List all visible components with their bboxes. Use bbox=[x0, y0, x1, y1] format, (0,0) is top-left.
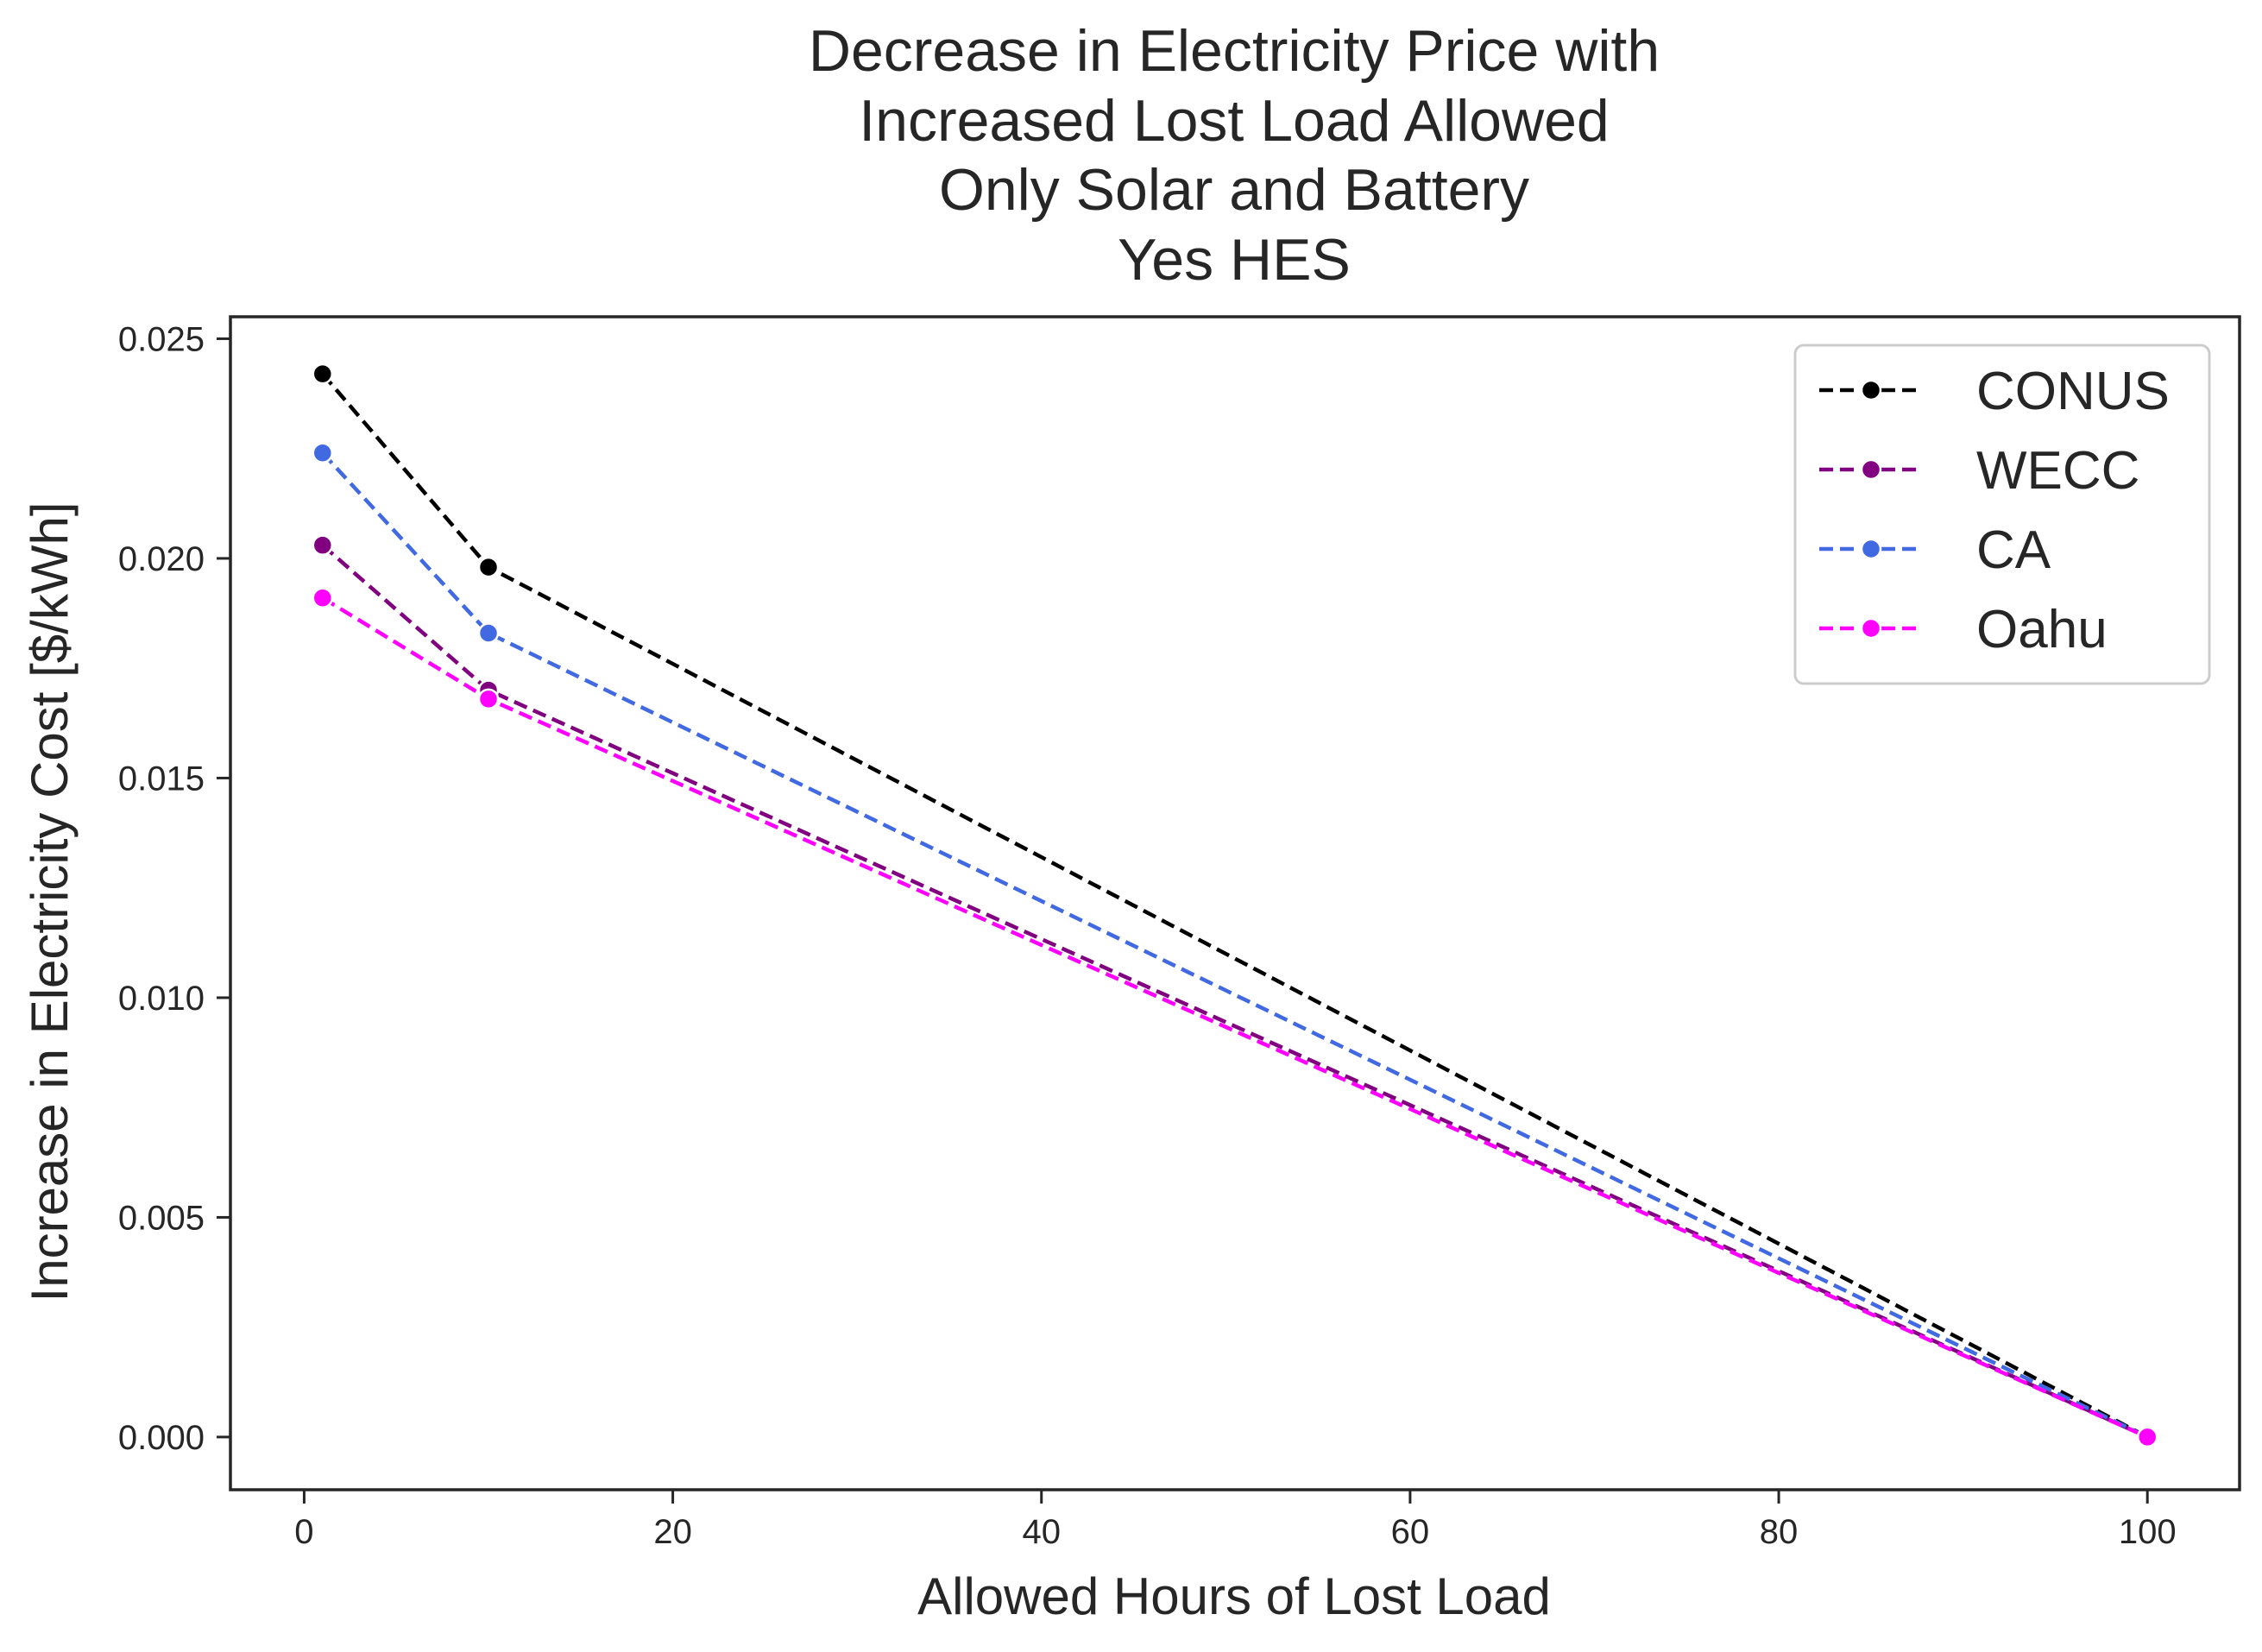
chart-title-line-4: Yes HES bbox=[1118, 227, 1351, 293]
y-axis-ticks: 0.000 0.005 0.010 0.015 0.020 0.025 bbox=[118, 320, 230, 1457]
legend-label-oahu: Oahu bbox=[1976, 600, 2108, 659]
legend: CONUS WECC CA Oahu bbox=[1793, 344, 2211, 685]
chart-title-line-3: Only Solar and Battery bbox=[939, 157, 1529, 223]
legend-label-ca: CA bbox=[1976, 520, 2051, 580]
x-tick-label: 0 bbox=[294, 1513, 313, 1551]
y-tick-label: 0.020 bbox=[118, 540, 205, 578]
x-tick-label: 40 bbox=[1022, 1513, 1061, 1551]
data-point-oahu bbox=[2136, 1426, 2158, 1448]
x-axis-ticks: 0 20 40 60 80 100 bbox=[294, 1490, 2177, 1551]
x-axis-label: Allowed Hours of Lost Load bbox=[917, 1567, 1551, 1625]
data-point-conus bbox=[477, 556, 500, 578]
y-tick-label: 0.015 bbox=[118, 760, 205, 798]
legend-marker-conus bbox=[1860, 379, 1882, 401]
legend-label-wecc: WECC bbox=[1976, 441, 2139, 501]
data-point-conus bbox=[312, 363, 334, 385]
legend-box bbox=[1793, 344, 2211, 685]
y-tick-label: 0.010 bbox=[118, 980, 205, 1018]
data-point-wecc bbox=[312, 534, 334, 556]
series-points bbox=[312, 363, 2158, 1448]
legend-marker-wecc bbox=[1860, 458, 1882, 481]
y-tick-label: 0.005 bbox=[118, 1199, 205, 1237]
chart-title-line-2: Increased Lost Load Allowed bbox=[859, 88, 1610, 154]
x-tick-label: 20 bbox=[653, 1513, 692, 1551]
x-tick-label: 100 bbox=[2119, 1513, 2177, 1551]
legend-marker-ca bbox=[1860, 538, 1882, 560]
data-point-ca bbox=[477, 622, 500, 644]
legend-label-conus: CONUS bbox=[1976, 362, 2170, 421]
legend-marker-oahu bbox=[1860, 617, 1882, 640]
y-axis-label: Increase in Electricity Cost [$/kWh] bbox=[21, 502, 79, 1302]
y-tick-label: 0.000 bbox=[118, 1419, 205, 1457]
data-point-ca bbox=[312, 442, 334, 464]
chart-title: Decrease in Electricity Price with Incre… bbox=[809, 18, 1660, 293]
series-line-ca bbox=[321, 451, 2149, 1439]
data-point-oahu bbox=[477, 688, 500, 710]
x-tick-label: 60 bbox=[1391, 1513, 1430, 1551]
x-tick-label: 80 bbox=[1760, 1513, 1799, 1551]
series-line-oahu bbox=[321, 596, 2149, 1439]
plot-area-frame bbox=[229, 315, 2241, 1491]
data-point-oahu bbox=[312, 587, 334, 609]
y-tick-label: 0.025 bbox=[118, 320, 205, 358]
chart-title-line-1: Decrease in Electricity Price with bbox=[809, 18, 1660, 84]
